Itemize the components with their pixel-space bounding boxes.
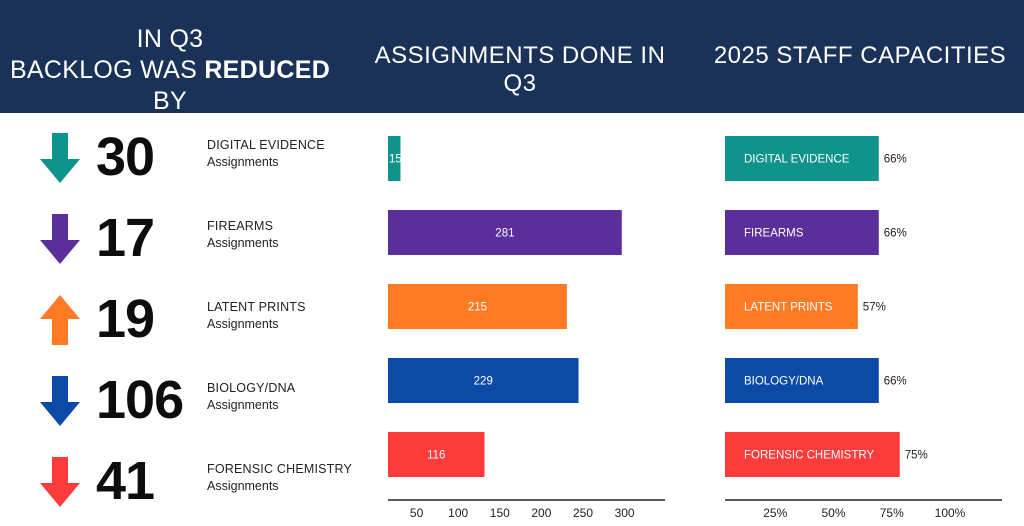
category-sublabel: Assignments [207, 398, 279, 412]
category-label: DIGITAL EVIDENCE Assignments [207, 137, 325, 171]
category-label: FIREARMS Assignments [207, 218, 279, 252]
capacity-value-label: 66% [884, 228, 907, 240]
assignments-value-label: 15 [389, 154, 402, 166]
capacity-tick-label: 50% [821, 506, 845, 520]
reduction-number: 106 [96, 370, 184, 430]
assignments-bar [388, 432, 485, 477]
assignments-tick-label: 300 [615, 506, 635, 520]
backlog-heading-line2: BACKLOG WAS REDUCED BY [0, 55, 340, 117]
capacity-value-label: 75% [905, 450, 928, 462]
category-sublabel: Assignments [207, 236, 279, 250]
capacity-value-label: 57% [863, 302, 886, 314]
backlog-row: 41 FORENSIC CHEMISTRY Assignments [0, 449, 360, 523]
category-name: DIGITAL EVIDENCE [207, 138, 325, 152]
backlog-heading-prefix: BACKLOG WAS [9, 56, 205, 84]
assignments-chart-title: ASSIGNMENTS DONE IN Q3 [374, 42, 666, 97]
capacity-value-label: 66% [884, 154, 907, 166]
category-label: BIOLOGY/DNA Assignments [207, 380, 295, 414]
assignments-bar [388, 284, 567, 329]
backlog-row: 19 LATENT PRINTS Assignments [0, 287, 360, 361]
assignments-bar [388, 136, 401, 181]
capacity-category-label: FORENSIC CHEMISTRY [744, 450, 874, 462]
capacity-category-label: LATENT PRINTS [744, 302, 833, 314]
assignments-tick-label: 150 [490, 506, 510, 520]
arrow-up-icon [40, 295, 80, 345]
capacity-tick-label: 25% [763, 506, 787, 520]
reduction-number: 19 [96, 289, 155, 349]
capacity-bar [725, 358, 879, 403]
assignments-bar [388, 210, 622, 255]
arrow-down-icon [40, 457, 80, 507]
capacity-chart-title: 2025 STAFF CAPACITIES [713, 42, 1007, 69]
assignments-bar [388, 358, 579, 403]
assignments-value-label: 116 [427, 450, 445, 462]
reduction-number: 17 [96, 208, 155, 268]
backlog-row: 30 DIGITAL EVIDENCE Assignments [0, 125, 360, 199]
capacity-bar [725, 284, 858, 329]
assignments-value-label: 229 [474, 376, 493, 388]
capacity-value-label: 66% [884, 376, 907, 388]
reduction-number: 30 [96, 127, 155, 187]
assignments-value-label: 215 [468, 302, 487, 314]
assignments-tick-label: 200 [531, 506, 551, 520]
category-name: LATENT PRINTS [207, 300, 306, 314]
assignments-tick-label: 250 [573, 506, 593, 520]
backlog-heading-suffix: BY [153, 87, 187, 115]
category-name: FORENSIC CHEMISTRY [207, 462, 353, 476]
category-sublabel: Assignments [207, 479, 279, 493]
category-sublabel: Assignments [207, 317, 279, 331]
arrow-down-icon [40, 214, 80, 264]
header-banner: IN Q3 BACKLOG WAS REDUCED BY ASSIGNMENTS… [0, 0, 1024, 115]
capacity-category-label: BIOLOGY/DNA [744, 376, 824, 388]
reduction-number: 41 [96, 451, 155, 511]
assignments-value-label: 281 [495, 228, 514, 240]
capacity-tick-label: 75% [880, 506, 904, 520]
category-name: BIOLOGY/DNA [207, 381, 296, 395]
arrow-down-icon [40, 376, 80, 426]
backlog-heading-line1: IN Q3 [136, 25, 204, 53]
capacity-category-label: DIGITAL EVIDENCE [744, 154, 850, 166]
assignments-tick-label: 50 [410, 506, 424, 520]
capacity-tick-label: 100% [935, 506, 966, 520]
arrow-down-icon [40, 133, 80, 183]
backlog-row: 106 BIOLOGY/DNA Assignments [0, 368, 360, 442]
assignments-tick-label: 100 [448, 506, 468, 520]
capacity-bar [725, 210, 879, 255]
capacity-bar [725, 136, 879, 181]
backlog-heading: IN Q3 BACKLOG WAS REDUCED BY [0, 24, 340, 117]
category-name: FIREARMS [207, 219, 274, 233]
backlog-row: 17 FIREARMS Assignments [0, 206, 360, 280]
capacity-bar [725, 432, 900, 477]
category-label: LATENT PRINTS Assignments [207, 299, 306, 333]
capacity-category-label: FIREARMS [744, 228, 804, 240]
category-label: FORENSIC CHEMISTRY Assignments [207, 461, 352, 495]
backlog-heading-bold: REDUCED [204, 56, 331, 84]
category-sublabel: Assignments [207, 155, 279, 169]
